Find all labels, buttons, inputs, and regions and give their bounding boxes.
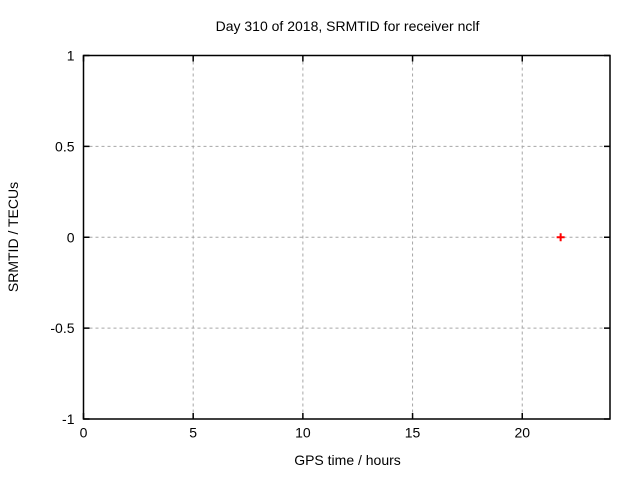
y-tick-label: 0.5 [55, 138, 75, 154]
y-tick-label: 1 [67, 48, 75, 64]
x-tick-label: 20 [514, 425, 530, 441]
x-tick-label: 15 [405, 425, 421, 441]
x-tick-label: 5 [189, 425, 197, 441]
x-tick-label: 0 [80, 425, 88, 441]
x-tick-label: 10 [295, 425, 311, 441]
chart-title: Day 310 of 2018, SRMTID for receiver ncl… [215, 18, 480, 34]
y-tick-label: 0 [67, 229, 75, 245]
y-tick-label: -0.5 [50, 320, 74, 336]
x-axis-label: GPS time / hours [294, 452, 401, 468]
y-tick-label: -1 [62, 411, 75, 427]
